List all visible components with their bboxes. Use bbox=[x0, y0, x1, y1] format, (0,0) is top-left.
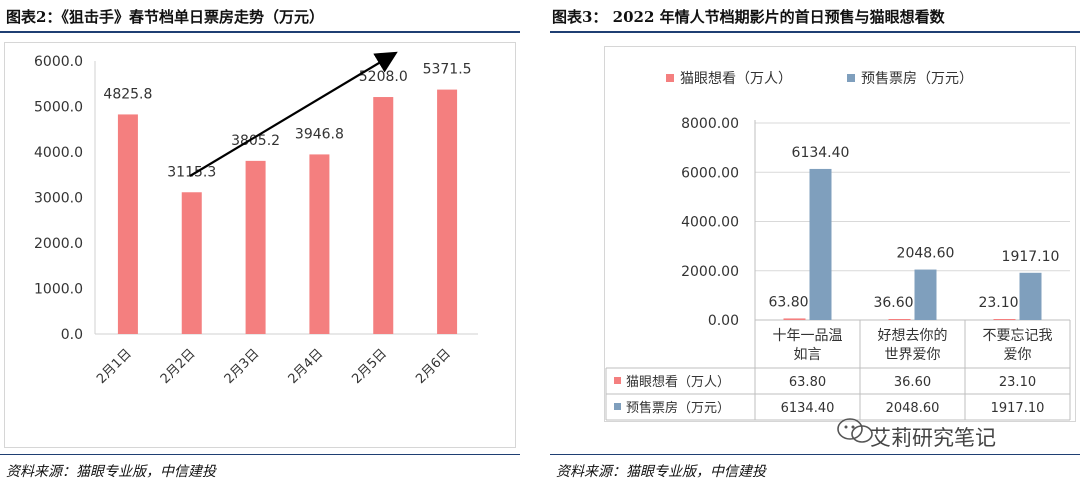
right-bar-chart: 猫眼想看（万人） 预售票房（万元） 0.00 2000.00 4000.00 6000.0… bbox=[605, 71, 1071, 421]
right-legend-swatch bbox=[847, 74, 855, 82]
left-y-tick-label: 1000.0 bbox=[34, 282, 83, 298]
left-chart-title: 图表2：《狙击手》春节档单日票房走势（万元） bbox=[6, 8, 324, 26]
left-footer-rule bbox=[0, 454, 520, 455]
left-bar bbox=[245, 160, 266, 334]
left-y-tick-label: 5000.0 bbox=[34, 100, 83, 116]
right-chart-frame bbox=[604, 46, 1076, 422]
left-y-tick-label: 6000.0 bbox=[34, 54, 83, 70]
right-legend-swatch bbox=[666, 74, 674, 82]
right-y-tick-label: 8000.00 bbox=[681, 116, 739, 132]
left-bar bbox=[117, 114, 138, 334]
right-y-tick-label: 4000.00 bbox=[681, 215, 739, 231]
right-bar bbox=[783, 318, 806, 320]
left-y-tick-label: 0.0 bbox=[61, 327, 83, 343]
right-bar bbox=[914, 269, 937, 320]
left-bar-value-label: 3946.8 bbox=[295, 126, 344, 142]
right-bar-value-label: 23.10 bbox=[978, 295, 1018, 311]
right-category-label: 不要忘记我 bbox=[983, 328, 1053, 344]
right-title-rule bbox=[550, 31, 1080, 33]
left-bar bbox=[309, 154, 330, 334]
right-table-value: 1917.10 bbox=[991, 401, 1045, 416]
right-bar bbox=[809, 168, 832, 320]
right-table-series-label: 猫眼想看（万人） bbox=[626, 374, 730, 390]
right-category-label: 如言 bbox=[794, 347, 822, 363]
right-y-tick-label: 6000.00 bbox=[681, 165, 739, 181]
right-table-value: 6134.40 bbox=[781, 401, 835, 416]
right-table-series-label: 预售票房（万元） bbox=[626, 400, 730, 416]
right-table-value: 23.10 bbox=[999, 375, 1036, 390]
left-bar-value-label: 5208.0 bbox=[359, 69, 408, 85]
right-footer-rule bbox=[550, 454, 1080, 455]
right-y-tick-label: 2000.00 bbox=[681, 264, 739, 280]
right-legend-label: 预售票房（万元） bbox=[861, 71, 973, 87]
right-bar bbox=[993, 319, 1016, 320]
left-title-rule bbox=[0, 31, 520, 33]
right-category-label: 爱你 bbox=[1004, 347, 1032, 363]
right-bar bbox=[1019, 272, 1042, 320]
right-table-value: 2048.60 bbox=[886, 401, 940, 416]
right-category-label: 好想去你的 bbox=[878, 328, 948, 344]
left-x-tick-label: 2月1日 bbox=[94, 346, 135, 387]
wechat-icon bbox=[837, 418, 873, 443]
right-table-value: 63.80 bbox=[789, 375, 826, 390]
right-category-label: 十年一品温 bbox=[773, 328, 843, 344]
right-bar-value-label: 6134.40 bbox=[792, 145, 850, 161]
right-source-note: 资料来源：猫眼专业版，中信建投 bbox=[556, 464, 766, 480]
left-x-tick-label: 2月6日 bbox=[413, 346, 454, 387]
left-bar-value-label: 4825.8 bbox=[103, 86, 152, 102]
left-bar bbox=[373, 97, 394, 334]
left-x-tick-label: 2月2日 bbox=[158, 346, 199, 387]
left-bar bbox=[181, 192, 202, 334]
left-bar-value-label: 3115.3 bbox=[167, 164, 216, 180]
left-bar-chart: 0.0 1000.0 2000.0 3000.0 4000.0 5000.0 6000.0 4… bbox=[34, 51, 478, 387]
right-category-label: 世界爱你 bbox=[885, 347, 941, 363]
right-table-swatch bbox=[614, 403, 621, 410]
right-table-value: 36.60 bbox=[894, 375, 931, 390]
right-chart-title: 图表3： 2022 年情人节档期影片的首日预售与猫眼想看数 bbox=[552, 8, 945, 26]
left-x-tick-label: 2月3日 bbox=[222, 346, 263, 387]
left-y-tick-label: 2000.0 bbox=[34, 236, 83, 252]
right-bar-value-label: 63.80 bbox=[768, 294, 808, 310]
right-table-swatch bbox=[614, 377, 621, 384]
left-chart-frame bbox=[4, 42, 516, 448]
left-x-tick-label: 2月5日 bbox=[349, 346, 390, 387]
watermark-text: 艾莉研究笔记 bbox=[870, 426, 996, 450]
left-x-tick-label: 2月4日 bbox=[286, 346, 327, 387]
right-bar-value-label: 2048.60 bbox=[897, 246, 955, 262]
right-legend-label: 猫眼想看（万人） bbox=[680, 71, 792, 87]
right-bar-value-label: 36.60 bbox=[873, 295, 913, 311]
right-bar bbox=[888, 319, 911, 320]
left-y-tick-label: 4000.0 bbox=[34, 145, 83, 161]
left-trend-arrow bbox=[189, 51, 398, 177]
right-bar-value-label: 1917.10 bbox=[1002, 249, 1060, 265]
right-y-tick-label: 0.00 bbox=[708, 313, 739, 329]
left-bar-value-label: 5371.5 bbox=[423, 62, 472, 78]
left-y-tick-label: 3000.0 bbox=[34, 191, 83, 207]
left-bar bbox=[437, 89, 458, 335]
left-source-note: 资料来源：猫眼专业版，中信建投 bbox=[6, 464, 216, 480]
